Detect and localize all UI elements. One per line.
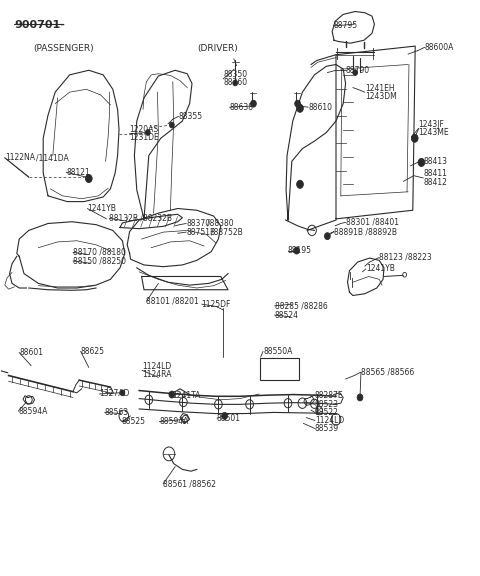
Text: 88301 /88401: 88301 /88401 bbox=[346, 218, 398, 227]
Text: 88524: 88524 bbox=[275, 310, 299, 320]
Text: 88601: 88601 bbox=[19, 348, 43, 357]
Text: 88565 /88566: 88565 /88566 bbox=[361, 367, 414, 377]
Text: 1231DE: 1231DE bbox=[130, 133, 159, 142]
Text: 88563: 88563 bbox=[105, 408, 129, 417]
Circle shape bbox=[294, 247, 300, 254]
Text: 88561 /88562: 88561 /88562 bbox=[163, 479, 216, 488]
Text: 1220AS: 1220AS bbox=[130, 125, 159, 134]
Circle shape bbox=[297, 180, 303, 188]
Text: 88123 /88223: 88123 /88223 bbox=[379, 253, 432, 262]
Circle shape bbox=[233, 80, 238, 86]
Text: 900701-: 900701- bbox=[14, 20, 65, 30]
Text: 88370: 88370 bbox=[186, 219, 210, 228]
Text: 88567B: 88567B bbox=[263, 362, 292, 372]
Text: (PASSENGER): (PASSENGER) bbox=[34, 44, 94, 54]
Text: 88600A: 88600A bbox=[425, 43, 454, 52]
Text: 1124RA: 1124RA bbox=[142, 370, 171, 379]
FancyBboxPatch shape bbox=[260, 358, 299, 380]
Text: /88380: /88380 bbox=[207, 219, 234, 228]
Circle shape bbox=[418, 158, 425, 166]
Text: 88355: 88355 bbox=[179, 112, 203, 121]
Circle shape bbox=[353, 70, 358, 75]
Text: (DRIVER): (DRIVER) bbox=[197, 44, 238, 54]
Text: 88360: 88360 bbox=[223, 78, 247, 88]
Text: 88539: 88539 bbox=[315, 424, 339, 433]
Circle shape bbox=[411, 134, 418, 142]
Circle shape bbox=[222, 412, 228, 419]
Text: 1124LD: 1124LD bbox=[142, 362, 171, 371]
Text: 88550A: 88550A bbox=[263, 347, 292, 356]
Text: /1141DA: /1141DA bbox=[36, 153, 68, 162]
Circle shape bbox=[169, 391, 175, 398]
Text: 88132B /88232B: 88132B /88232B bbox=[109, 214, 172, 223]
Text: 88101 /88201: 88101 /88201 bbox=[146, 297, 199, 306]
Text: 1125DF: 1125DF bbox=[202, 300, 231, 309]
Text: 88287E: 88287E bbox=[315, 391, 344, 400]
Text: 88625: 88625 bbox=[81, 347, 105, 356]
Text: 1122NA: 1122NA bbox=[5, 153, 35, 162]
Text: 1243ME: 1243ME bbox=[419, 128, 449, 137]
Circle shape bbox=[120, 390, 125, 396]
Text: 88638: 88638 bbox=[229, 103, 253, 112]
Circle shape bbox=[169, 122, 174, 128]
Text: 1241TA: 1241TA bbox=[172, 391, 200, 400]
Text: 88170 /88180: 88170 /88180 bbox=[73, 248, 126, 257]
Text: 88594A: 88594A bbox=[18, 407, 48, 416]
Text: 88522: 88522 bbox=[315, 408, 339, 417]
Text: 88790: 88790 bbox=[346, 66, 370, 75]
Text: 88568B: 88568B bbox=[263, 370, 292, 380]
Text: 1327AD: 1327AD bbox=[99, 389, 130, 399]
Circle shape bbox=[357, 394, 363, 401]
Text: 1243DM: 1243DM bbox=[365, 92, 396, 101]
Text: 88412: 88412 bbox=[423, 177, 447, 187]
Text: 1124LD: 1124LD bbox=[315, 416, 344, 425]
Text: 1243JF: 1243JF bbox=[419, 120, 444, 129]
Circle shape bbox=[251, 100, 256, 107]
Text: 88413: 88413 bbox=[423, 157, 447, 166]
Circle shape bbox=[85, 175, 92, 183]
Text: 88195: 88195 bbox=[288, 246, 312, 255]
Text: /88752B: /88752B bbox=[211, 228, 243, 237]
Text: 88150 /88250: 88150 /88250 bbox=[73, 256, 126, 266]
Text: 88411: 88411 bbox=[423, 169, 447, 179]
Text: 88285 /88286: 88285 /88286 bbox=[275, 301, 327, 310]
Text: 88751B: 88751B bbox=[186, 228, 216, 237]
Text: 88795: 88795 bbox=[334, 21, 358, 31]
Circle shape bbox=[324, 233, 330, 240]
Text: 88610: 88610 bbox=[308, 103, 332, 112]
Text: 1241YB: 1241YB bbox=[366, 264, 395, 274]
Text: 88121: 88121 bbox=[66, 168, 90, 177]
Text: 88891B /88892B: 88891B /88892B bbox=[334, 227, 397, 236]
Circle shape bbox=[295, 100, 300, 107]
Text: 88525: 88525 bbox=[122, 417, 146, 426]
Text: 88594A: 88594A bbox=[159, 417, 189, 426]
Text: 88350: 88350 bbox=[223, 70, 247, 79]
Text: 88501: 88501 bbox=[217, 414, 241, 423]
Circle shape bbox=[145, 130, 150, 135]
Text: 1241YB: 1241YB bbox=[87, 204, 116, 213]
Text: 88523: 88523 bbox=[315, 400, 339, 409]
Circle shape bbox=[297, 104, 303, 112]
Text: 1241EH: 1241EH bbox=[365, 84, 395, 93]
